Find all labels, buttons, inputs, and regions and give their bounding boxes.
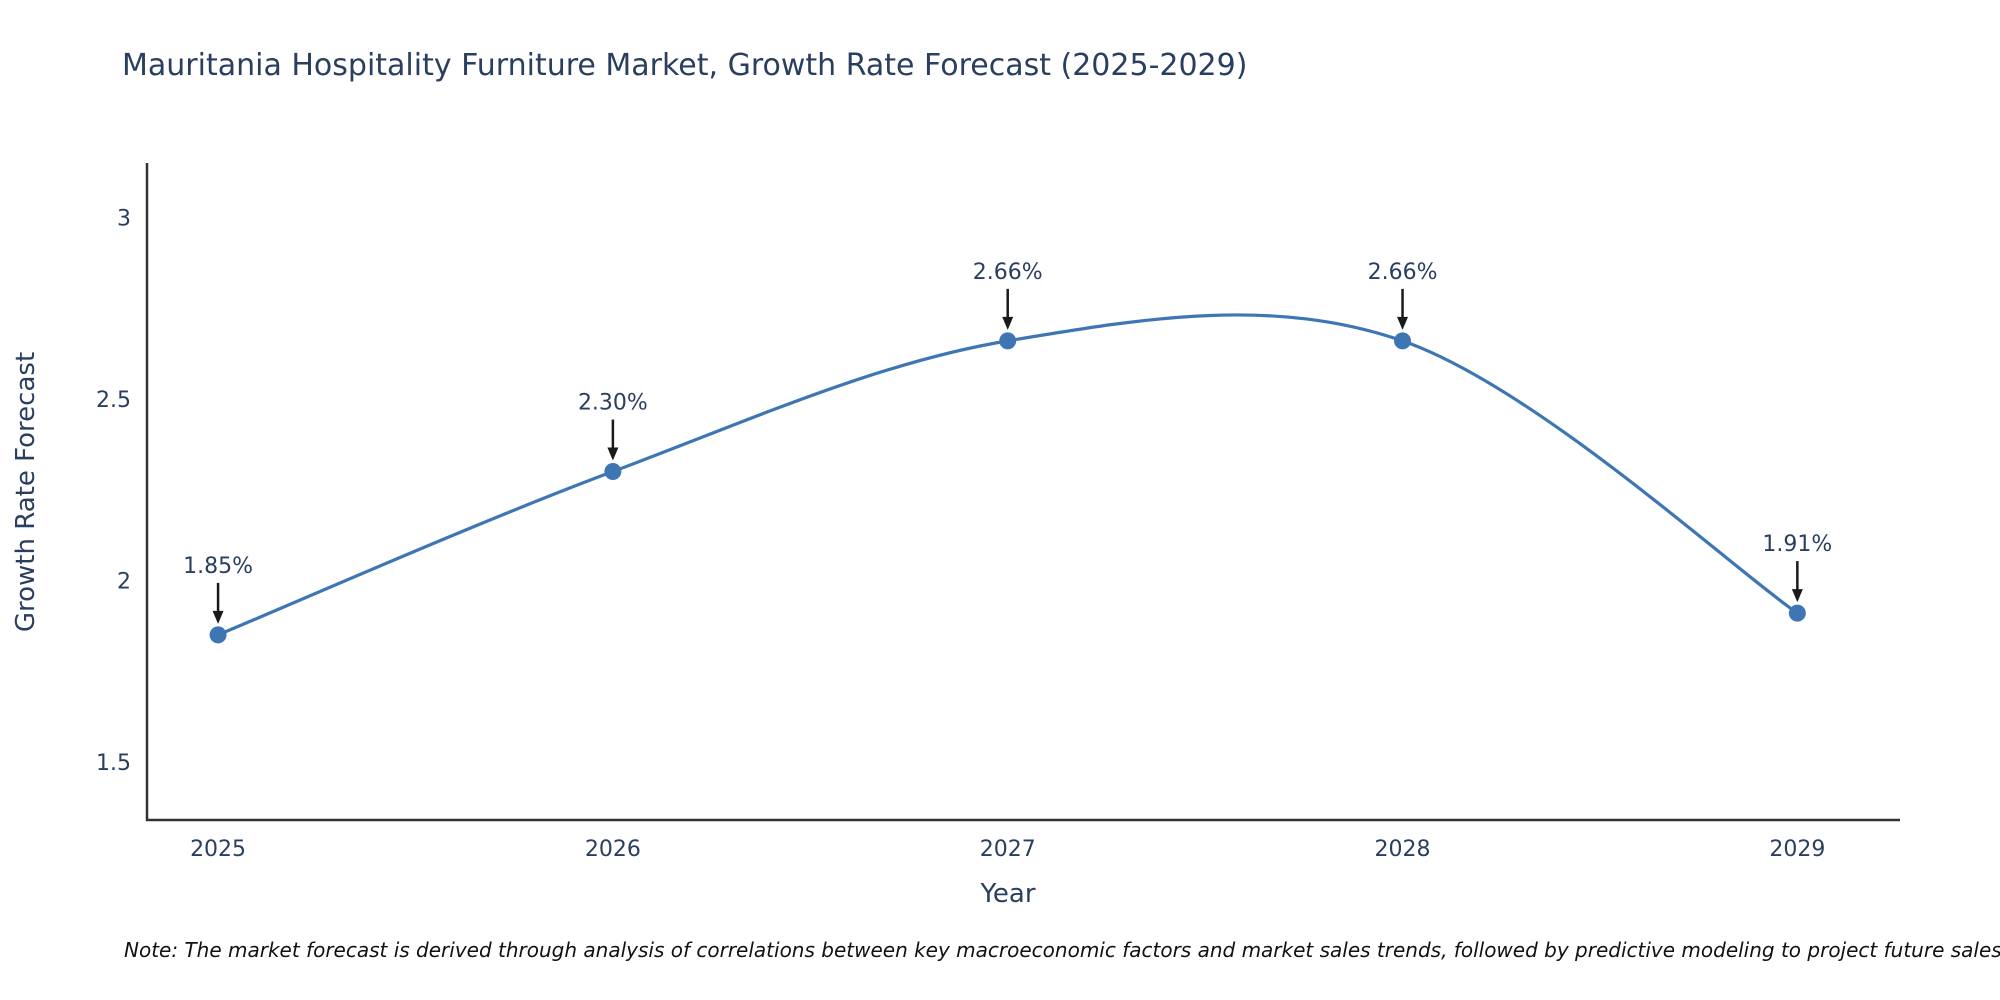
chart-annotations: 1.85% 2.30% 2.66% 2.66% 1.91% (183, 260, 1832, 624)
data-point (999, 332, 1017, 350)
series-line (216, 313, 1799, 637)
x-tick-label: 2026 (585, 837, 641, 862)
axis-line (145, 163, 1900, 822)
data-point-label: 2.66% (1368, 260, 1438, 285)
chart-title: Mauritania Hospitality Furniture Market,… (122, 48, 1248, 83)
chart-ticks: 1.5 2 2.5 3 2025 2026 2027 2028 2029 (96, 206, 1825, 862)
data-point (604, 463, 622, 481)
data-point-label: 2.66% (973, 260, 1043, 285)
data-point (1788, 604, 1806, 622)
data-point-label: 1.91% (1762, 532, 1832, 557)
annotation-arrowhead (212, 610, 224, 624)
y-axis-title: Growth Rate Forecast (11, 352, 41, 632)
x-tick-label: 2028 (1375, 837, 1431, 862)
data-point-label: 2.30% (578, 391, 648, 416)
annotation-arrowhead (1002, 316, 1014, 330)
data-point (1394, 332, 1412, 350)
annotation-arrowhead (1791, 589, 1803, 603)
chart-axes (145, 163, 1900, 822)
x-tick-label: 2029 (1769, 837, 1825, 862)
data-point (209, 626, 227, 644)
x-tick-label: 2025 (190, 837, 246, 862)
annotation-arrowhead (1397, 316, 1409, 330)
y-tick-label: 1.5 (96, 751, 131, 776)
x-tick-label: 2027 (980, 837, 1036, 862)
x-axis-title: Year (979, 879, 1035, 909)
chart-note: Note: The market forecast is derived thr… (124, 938, 2000, 962)
annotation-arrowhead (607, 447, 619, 461)
data-point-label: 1.85% (183, 554, 253, 579)
chart-series (209, 313, 1806, 644)
y-tick-label: 3 (117, 206, 131, 231)
y-tick-label: 2.5 (96, 388, 131, 413)
y-tick-label: 2 (117, 569, 131, 594)
